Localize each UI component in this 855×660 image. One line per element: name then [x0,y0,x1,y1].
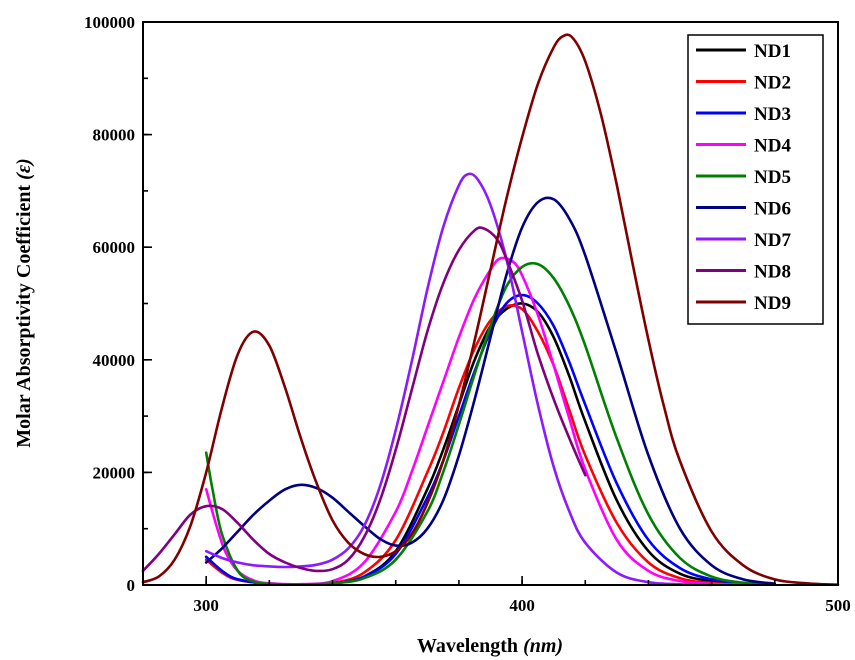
series-line-nd9 [141,33,840,586]
legend-label: ND2 [754,73,791,94]
y-tick-label: 80000 [93,126,136,145]
y-tick-label: 40000 [93,351,136,370]
legend: ND1 ND2 ND3 ND4 ND5 ND6 ND7 ND8 ND9 [687,34,824,325]
x-axis-title: Wavelength (nm) [417,635,563,657]
legend-label: ND8 [754,262,791,283]
x-tick-label: 400 [509,596,535,615]
legend-item-nd4: ND4 [696,136,791,157]
legend-label: ND6 [754,199,791,220]
y-tick-label: 0 [127,576,136,595]
y-tick-label: 100000 [84,13,135,32]
legend-item-nd6: ND6 [696,199,791,220]
legend-label: ND5 [754,167,791,188]
series-line-nd7 [204,172,713,587]
legend-label: ND4 [754,136,791,157]
ticks-layer [142,21,839,586]
legend-item-nd5: ND5 [696,167,791,188]
legend-item-nd9: ND9 [696,293,791,314]
legend-box [687,34,824,325]
legend-item-nd2: ND2 [696,73,791,94]
y-tick-label: 60000 [93,238,136,257]
legend-label: ND9 [754,293,791,314]
series-line-nd6 [204,196,777,585]
y-axis-title: Molar Absorptivity Coefficient (ε) [13,158,35,447]
legend-item-nd1: ND1 [696,41,791,62]
legend-item-nd3: ND3 [696,104,791,125]
legend-label: ND1 [754,41,791,62]
x-tick-label: 500 [825,596,851,615]
tick-labels-layer: 300 400 500 0 20000 40000 60000 80000 100000 [84,13,851,615]
legend-item-nd8: ND8 [696,262,791,283]
series-line-nd5 [204,261,777,586]
legend-items: ND1 ND2 ND3 ND4 ND5 ND6 ND7 ND8 ND9 [696,41,791,314]
legend-label: ND3 [754,104,791,125]
x-tick-label: 300 [193,596,219,615]
y-tick-label: 20000 [93,463,136,482]
legend-item-nd7: ND7 [696,230,791,251]
series-line-nd8 [141,226,587,573]
legend-label: ND7 [754,230,791,251]
